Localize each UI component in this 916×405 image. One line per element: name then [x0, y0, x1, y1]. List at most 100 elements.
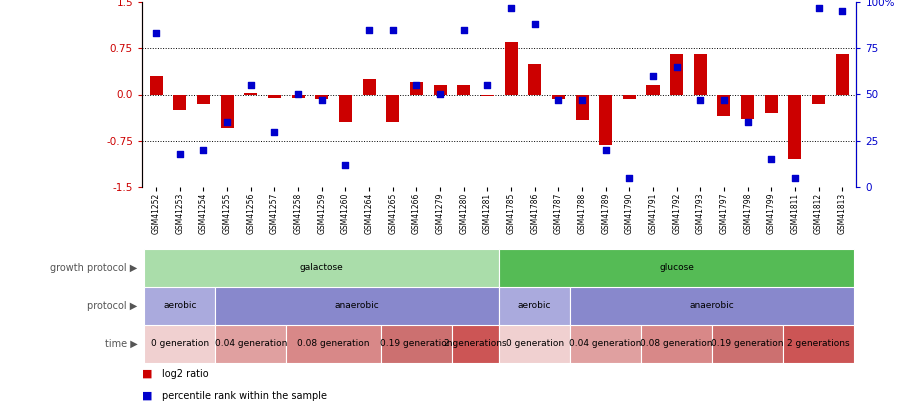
Bar: [291, 94, 305, 98]
Point: [244, 82, 258, 88]
Point: [788, 175, 802, 181]
Text: growth protocol ▶: growth protocol ▶: [50, 263, 137, 273]
Text: ■: ■: [142, 391, 152, 401]
Text: anaerobic: anaerobic: [690, 301, 735, 311]
Point: [148, 30, 163, 37]
Text: 0.04 generation: 0.04 generation: [214, 339, 287, 348]
Bar: [835, 54, 849, 94]
Point: [835, 8, 850, 15]
Text: percentile rank within the sample: percentile rank within the sample: [162, 391, 327, 401]
Point: [480, 82, 495, 88]
Point: [716, 97, 731, 103]
Point: [338, 162, 353, 168]
Bar: [409, 82, 423, 94]
Text: aerobic: aerobic: [163, 301, 197, 311]
Bar: [765, 94, 778, 113]
Bar: [789, 94, 802, 159]
Bar: [215, 325, 287, 363]
Bar: [812, 94, 825, 104]
Text: log2 ratio: log2 ratio: [162, 369, 209, 379]
Bar: [599, 94, 612, 145]
Text: protocol ▶: protocol ▶: [87, 301, 137, 311]
Text: anaerobic: anaerobic: [335, 301, 379, 311]
Point: [196, 147, 211, 153]
Bar: [712, 325, 783, 363]
Text: GDS2002 / YPL001W: GDS2002 / YPL001W: [142, 0, 279, 1]
Point: [693, 97, 708, 103]
Bar: [551, 94, 565, 100]
Bar: [197, 94, 210, 104]
Text: 0.08 generation: 0.08 generation: [298, 339, 370, 348]
Text: 0 generation: 0 generation: [506, 339, 563, 348]
Bar: [363, 79, 376, 94]
Point: [574, 97, 589, 103]
Point: [386, 26, 400, 33]
Bar: [221, 94, 234, 128]
Point: [646, 73, 660, 79]
Bar: [452, 325, 499, 363]
Bar: [671, 54, 683, 94]
Point: [740, 119, 755, 126]
Point: [528, 21, 542, 28]
Bar: [245, 93, 257, 94]
Bar: [647, 85, 660, 94]
Point: [172, 151, 187, 157]
Bar: [575, 94, 588, 120]
Point: [290, 91, 305, 98]
Point: [432, 91, 447, 98]
Text: ■: ■: [142, 369, 152, 379]
Text: 2 generations: 2 generations: [444, 339, 507, 348]
Text: aerobic: aerobic: [518, 301, 551, 311]
Bar: [268, 94, 281, 98]
Text: 0.08 generation: 0.08 generation: [640, 339, 713, 348]
Text: galactose: galactose: [300, 264, 344, 273]
Text: time ▶: time ▶: [104, 339, 137, 349]
Bar: [381, 325, 452, 363]
Bar: [570, 325, 641, 363]
Point: [504, 4, 518, 11]
Point: [670, 64, 684, 70]
Bar: [149, 76, 163, 94]
Bar: [173, 94, 186, 110]
Bar: [623, 94, 636, 100]
Bar: [570, 287, 854, 325]
Bar: [339, 94, 352, 122]
Bar: [529, 64, 541, 94]
Text: 0 generation: 0 generation: [151, 339, 209, 348]
Bar: [457, 85, 470, 94]
Point: [362, 26, 376, 33]
Point: [812, 4, 826, 11]
Point: [456, 26, 471, 33]
Point: [220, 119, 234, 126]
Text: 0.19 generation: 0.19 generation: [380, 339, 453, 348]
Bar: [499, 287, 570, 325]
Bar: [499, 249, 854, 287]
Text: glucose: glucose: [660, 264, 694, 273]
Bar: [641, 325, 712, 363]
Bar: [145, 325, 215, 363]
Bar: [145, 249, 499, 287]
Bar: [717, 94, 730, 116]
Point: [764, 156, 779, 162]
Bar: [741, 94, 754, 119]
Point: [409, 82, 424, 88]
Bar: [387, 94, 399, 122]
Text: 2 generations: 2 generations: [787, 339, 850, 348]
Bar: [145, 287, 215, 325]
Point: [267, 128, 282, 135]
Bar: [693, 54, 707, 94]
Bar: [499, 325, 570, 363]
Text: 0.19 generation: 0.19 generation: [712, 339, 784, 348]
Point: [622, 175, 637, 181]
Bar: [505, 42, 518, 94]
Point: [314, 97, 329, 103]
Bar: [783, 325, 854, 363]
Text: 0.04 generation: 0.04 generation: [570, 339, 642, 348]
Bar: [433, 85, 447, 94]
Bar: [215, 287, 499, 325]
Bar: [315, 94, 328, 100]
Point: [598, 147, 613, 153]
Bar: [481, 94, 494, 96]
Point: [551, 97, 566, 103]
Bar: [287, 325, 381, 363]
